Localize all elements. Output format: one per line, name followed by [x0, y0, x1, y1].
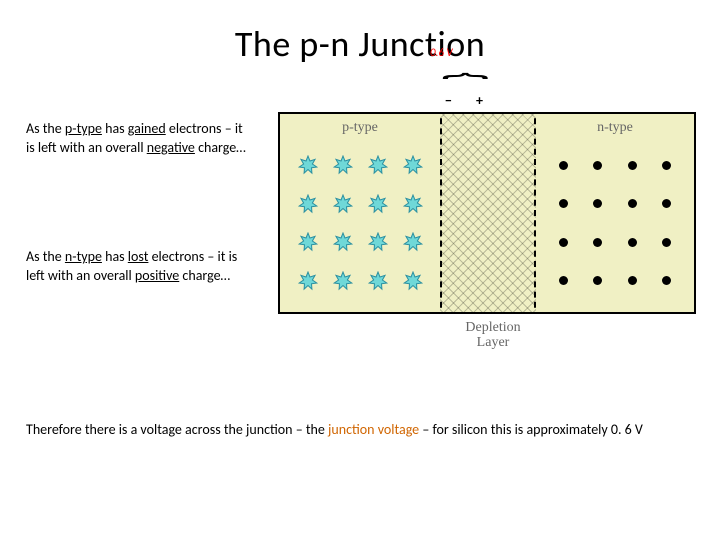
electron-icon [593, 276, 602, 285]
junction-voltage-overlay: 0.6 V [430, 46, 453, 59]
p-region-grid [290, 146, 430, 300]
electron-icon [628, 238, 637, 247]
n-type-explanation: As the n-type has lost electrons – it is… [26, 248, 246, 286]
hole-icon [368, 194, 388, 214]
conclusion-text: Therefore there is a voltage across the … [26, 421, 686, 440]
hole-icon [403, 194, 423, 214]
p-type-explanation: As the p-type has gained electrons – it … [26, 120, 246, 158]
depletion-label: Depletion Layer [453, 320, 533, 351]
hole-icon [333, 232, 353, 252]
electron-icon [593, 161, 602, 170]
electron-icon [559, 276, 568, 285]
electron-icon [559, 161, 568, 170]
hole-icon [298, 232, 318, 252]
hole-icon [298, 271, 318, 291]
electron-icon [628, 276, 637, 285]
p-region: p-type [280, 114, 440, 312]
n-region-label: n-type [597, 120, 633, 136]
electron-icon [662, 199, 671, 208]
hole-icon [368, 232, 388, 252]
electron-icon [662, 276, 671, 285]
page-title: The p-n Junction [0, 0, 720, 66]
hole-icon [368, 155, 388, 175]
electron-icon [593, 199, 602, 208]
n-region: n-type [536, 114, 694, 312]
hole-icon [298, 155, 318, 175]
minus-sign: − [445, 92, 476, 109]
electron-icon [559, 199, 568, 208]
electron-icon [662, 161, 671, 170]
electron-icon [559, 238, 568, 247]
plus-sign: + [476, 92, 507, 109]
electron-icon [593, 238, 602, 247]
hole-icon [403, 155, 423, 175]
hole-icon [403, 271, 423, 291]
electron-icon [662, 238, 671, 247]
hole-icon [333, 271, 353, 291]
hole-icon [333, 194, 353, 214]
depletion-region [440, 114, 536, 312]
p-region-label: p-type [342, 120, 378, 136]
hole-icon [368, 271, 388, 291]
polarity-signs: −+ [445, 92, 507, 109]
hole-icon [403, 232, 423, 252]
n-region-grid [546, 146, 684, 300]
hole-icon [298, 194, 318, 214]
electron-icon [628, 199, 637, 208]
hole-icon [333, 155, 353, 175]
electron-icon [628, 161, 637, 170]
depletion-border-left [440, 114, 442, 312]
pn-junction-diagram: p-type n-type [278, 112, 696, 314]
